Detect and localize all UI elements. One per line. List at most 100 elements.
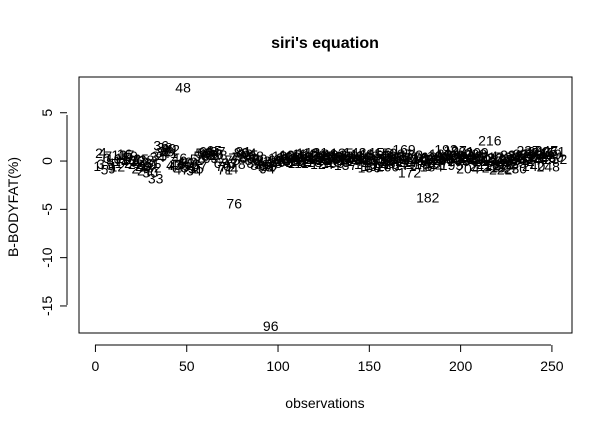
data-point-label: 76 [226, 195, 242, 211]
data-point-label: 193 [436, 147, 460, 163]
x-tick-label: 100 [266, 358, 290, 374]
data-point-label: 194 [438, 151, 462, 167]
data-point-label: 77 [228, 150, 244, 166]
data-point-label: 226 [496, 149, 520, 165]
data-point-label: 3 [97, 156, 105, 172]
data-point-label: 187 [425, 155, 449, 171]
data-point-label: 178 [409, 158, 433, 174]
data-point-label: 169 [392, 141, 416, 157]
data-point-label: 70 [215, 158, 231, 174]
data-point-label: 134 [328, 149, 352, 165]
data-point-label: 248 [537, 159, 561, 175]
data-point-label: 106 [277, 149, 301, 165]
data-point-label: 40 [161, 140, 177, 156]
data-point-label: 150 [358, 160, 382, 176]
data-point-label: 112 [289, 153, 312, 169]
data-point-label: 252 [544, 151, 568, 167]
data-point-label: 238 [518, 150, 542, 166]
data-point-label: 154 [365, 157, 389, 173]
plot-area [78, 76, 573, 334]
data-point-label: 108 [281, 150, 305, 166]
data-point-label: 8 [106, 157, 114, 173]
data-point-label: 185 [422, 149, 446, 165]
data-point-label: 91 [254, 156, 270, 172]
data-point-label: 111 [287, 155, 308, 171]
data-point-label: 204 [456, 161, 480, 177]
data-point-label: 41 [163, 145, 179, 161]
data-point-label: 115 [294, 151, 317, 167]
y-axis-label: B-BODYFAT(%) [5, 157, 21, 257]
data-point-label: 37 [155, 144, 171, 160]
data-point-label: 27 [137, 163, 153, 179]
data-point-label: 153 [363, 152, 387, 168]
data-point-label: 12 [110, 159, 126, 175]
data-point-label: 109 [283, 152, 307, 168]
data-point-label: 141 [341, 147, 365, 163]
x-tick-label: 200 [449, 358, 473, 374]
data-point-label: 224 [493, 159, 517, 175]
data-point-label: 25 [133, 151, 149, 167]
plot-frame [78, 76, 573, 334]
data-point-label: 62 [201, 147, 217, 163]
data-point-label: 9 [108, 161, 116, 177]
data-point-label: 120 [303, 147, 327, 163]
data-point-label: 56 [190, 151, 206, 167]
data-point-label: 38 [157, 139, 173, 155]
data-point-label: 90 [252, 151, 268, 167]
data-point-label: 92 [256, 153, 272, 169]
data-point-label: 52 [183, 158, 199, 174]
data-point-label: 116 [296, 145, 319, 161]
data-point-label: 180 [412, 150, 436, 166]
data-point-label: 43 [166, 157, 182, 173]
data-point-label: 158 [372, 155, 396, 171]
data-point-label: 124 [310, 156, 334, 172]
data-point-label: 216 [478, 133, 502, 149]
data-point-label: 117 [298, 148, 321, 164]
x-axis: 0 50 100 150 200 250 [92, 344, 564, 374]
data-point-label: 26 [135, 158, 151, 174]
data-point-label: 203 [454, 151, 478, 167]
data-point-label: 157 [370, 151, 394, 167]
data-point-label: 219 [484, 152, 508, 168]
data-point-label: 129 [319, 148, 343, 164]
data-point-label: 33 [148, 170, 164, 186]
data-point-label: 31 [144, 155, 160, 171]
data-point-label: 57 [192, 158, 208, 174]
data-point-label: 229 [502, 151, 526, 167]
data-point-label: 213 [473, 153, 497, 169]
data-point-label: 191 [433, 150, 457, 166]
data-point-label: 133 [327, 154, 351, 170]
data-point-label: 215 [476, 156, 500, 172]
data-point-label: 242 [526, 151, 550, 167]
data-point-label: 11 [108, 155, 123, 171]
data-point-label: 189 [429, 146, 453, 162]
y-tick-label: -10 [39, 247, 55, 267]
data-point-label: 95 [261, 158, 277, 174]
data-point-label: 227 [498, 156, 522, 172]
data-point-label: 39 [159, 143, 175, 159]
data-point-label: 197 [443, 142, 467, 158]
data-point-label: 5 [101, 162, 109, 178]
data-point-label: 231 [506, 152, 530, 168]
data-point-label: 61 [199, 143, 215, 159]
data-point-label: 163 [381, 148, 405, 164]
data-point-label: 230 [504, 161, 528, 177]
data-point-label: 89 [250, 157, 266, 173]
data-point-label: 63 [203, 150, 219, 166]
data-point-label: 142 [343, 144, 367, 160]
x-axis-label: observations [285, 395, 364, 411]
data-point-label: 138 [336, 148, 360, 164]
data-point-label: 174 [401, 151, 425, 167]
data-point-label: 1 [93, 158, 101, 174]
data-point-label: 53 [184, 156, 200, 172]
data-point-label: 196 [442, 148, 466, 164]
data-point-label: 235 [513, 146, 537, 162]
data-point-label: 170 [394, 157, 418, 173]
data-point-label: 147 [352, 151, 376, 167]
data-point-label: 232 [507, 148, 531, 164]
data-point-label: 6 [102, 150, 110, 166]
data-point-label: 152 [361, 158, 385, 174]
data-point-label: 192 [434, 141, 458, 157]
data-point-label: 246 [533, 150, 557, 166]
